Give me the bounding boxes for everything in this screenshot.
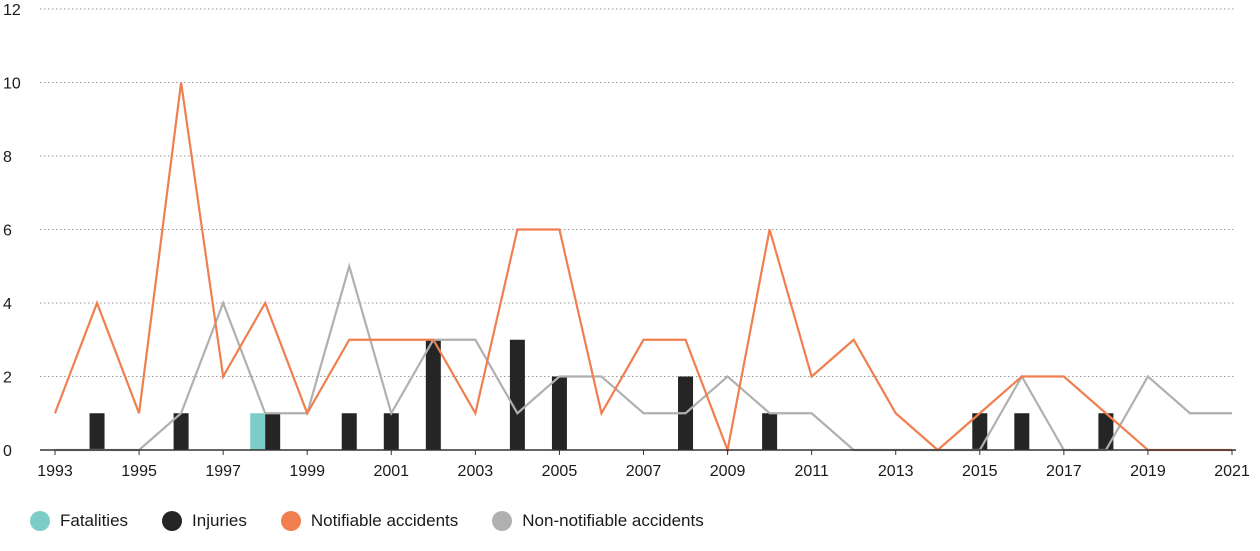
x-tick-label: 2007 (626, 463, 662, 480)
y-tick-label: 8 (3, 149, 12, 166)
x-tick-label: 2009 (710, 463, 746, 480)
legend-swatch-injuries (162, 511, 183, 531)
x-tick-label: 1999 (289, 463, 325, 480)
legend-item-injuries: Injuries (162, 511, 247, 531)
bar-injuries-1998 (265, 413, 281, 450)
x-tick-label: 2013 (878, 463, 914, 480)
x-tick-label: 1995 (121, 463, 157, 480)
bar-injuries-2018 (1098, 413, 1114, 450)
x-tick-label: 2021 (1214, 463, 1250, 480)
line-non-notifiable-accidents (55, 262, 1232, 452)
bar-injuries-2015 (972, 413, 988, 450)
y-axis-ticks: 0 2 4 6 8 10 12 (3, 2, 21, 460)
legend-swatch-non-notifiable-accidents (492, 511, 513, 531)
legend-item-fatalities: Fatalities (30, 511, 128, 531)
y-tick-label: 4 (3, 296, 12, 313)
bar-fatalities-1998 (250, 413, 266, 450)
x-tick-label: 1993 (37, 463, 73, 480)
bar-injuries-2016 (1014, 413, 1030, 450)
lines (53, 82, 1232, 455)
bar-injuries-2001 (383, 413, 399, 450)
legend-swatch-notifiable-accidents (280, 511, 301, 531)
x-tick-label: 2011 (794, 463, 829, 480)
bar-injuries-1994 (89, 413, 105, 450)
y-tick-label: 12 (3, 2, 21, 19)
chart: 0 2 4 6 8 10 12 1993 1995 1997 1999 2001 2003 2005 20… (3, 2, 1250, 480)
y-tick-label: 0 (3, 443, 12, 460)
legend-label-injuries: Injuries (192, 511, 247, 530)
x-tick-label: 2019 (1130, 463, 1166, 480)
legend: Fatalities Injuries Notifiable accidents… (30, 511, 738, 531)
legend-label-non-notifiable-accidents: Non-notifiable accidents (522, 511, 704, 530)
bars (89, 339, 1114, 450)
bar-injuries-2000 (341, 413, 357, 450)
grid-lines (40, 8, 1236, 377)
legend-item-non-notifiable-accidents: Non-notifiable accidents (492, 511, 704, 531)
y-tick-label: 6 (3, 223, 12, 240)
x-tick-label: 2001 (373, 463, 409, 480)
bar-injuries-1996 (173, 413, 189, 450)
line-notifiable-accidents (53, 82, 1232, 455)
bar-injuries-2004 (509, 339, 525, 450)
legend-item-notifiable-accidents: Notifiable accidents (280, 511, 459, 531)
legend-swatch-fatalities (30, 511, 50, 531)
x-axis-ticks: 1993 1995 1997 1999 2001 2003 2005 2007 2009 2011… (37, 450, 1250, 480)
x-tick-label: 2015 (962, 463, 998, 480)
x-tick-label: 2017 (1046, 463, 1082, 480)
x-tick-label: 1997 (205, 463, 241, 480)
bar-injuries-2005 (551, 376, 567, 450)
legend-label-fatalities: Fatalities (60, 511, 129, 530)
bar-injuries-2010 (762, 413, 778, 450)
x-tick-label: 2003 (458, 463, 494, 480)
y-tick-label: 10 (3, 76, 21, 93)
x-tick-label: 2005 (542, 463, 578, 480)
legend-label-notifiable-accidents: Notifiable accidents (310, 511, 459, 530)
bar-injuries-2002 (425, 339, 441, 450)
y-tick-label: 2 (3, 370, 12, 387)
